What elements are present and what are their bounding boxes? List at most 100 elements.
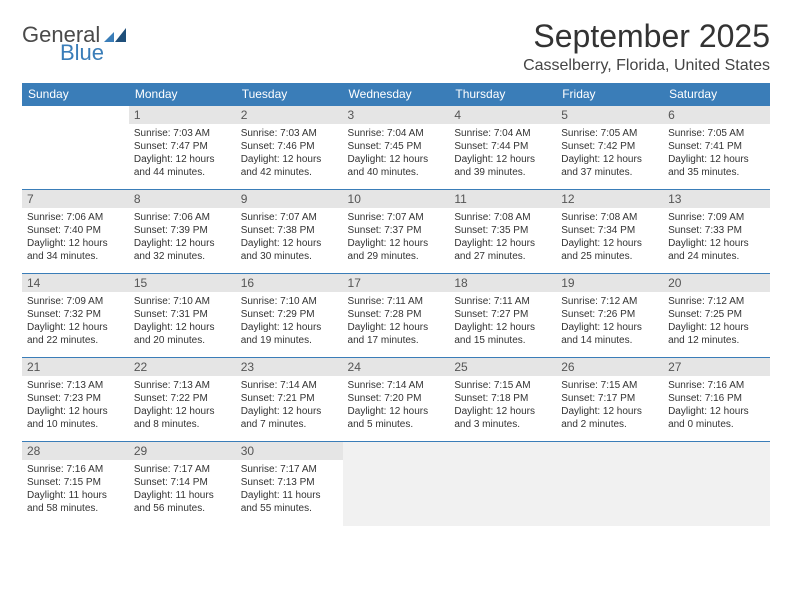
- daylight-text: Daylight: 12 hours: [134, 237, 231, 250]
- day-number: 17: [343, 274, 450, 292]
- sunset-text: Sunset: 7:35 PM: [454, 224, 551, 237]
- daylight-text: and 24 minutes.: [668, 250, 765, 263]
- day-number: 9: [236, 190, 343, 208]
- daylight-text: Daylight: 12 hours: [348, 153, 445, 166]
- day-number: 5: [556, 106, 663, 124]
- sunset-text: Sunset: 7:20 PM: [348, 392, 445, 405]
- calendar-day-cell: [556, 442, 663, 526]
- calendar-day-cell: 18Sunrise: 7:11 AMSunset: 7:27 PMDayligh…: [449, 274, 556, 358]
- daylight-text: and 17 minutes.: [348, 334, 445, 347]
- daylight-text: and 37 minutes.: [561, 166, 658, 179]
- sunrise-text: Sunrise: 7:16 AM: [668, 379, 765, 392]
- daylight-text: Daylight: 12 hours: [668, 237, 765, 250]
- daylight-text: Daylight: 12 hours: [561, 321, 658, 334]
- daylight-text: and 2 minutes.: [561, 418, 658, 431]
- calendar-day-cell: 25Sunrise: 7:15 AMSunset: 7:18 PMDayligh…: [449, 358, 556, 442]
- sunrise-text: Sunrise: 7:09 AM: [27, 295, 124, 308]
- sunset-text: Sunset: 7:37 PM: [348, 224, 445, 237]
- day-number: 3: [343, 106, 450, 124]
- calendar-day-cell: 7Sunrise: 7:06 AMSunset: 7:40 PMDaylight…: [22, 190, 129, 274]
- sunrise-text: Sunrise: 7:10 AM: [241, 295, 338, 308]
- calendar-day-cell: 23Sunrise: 7:14 AMSunset: 7:21 PMDayligh…: [236, 358, 343, 442]
- calendar-week-row: 1Sunrise: 7:03 AMSunset: 7:47 PMDaylight…: [22, 106, 770, 190]
- header: General Blue September 2025 Casselberry,…: [22, 18, 770, 75]
- sunset-text: Sunset: 7:34 PM: [561, 224, 658, 237]
- calendar-day-cell: 9Sunrise: 7:07 AMSunset: 7:38 PMDaylight…: [236, 190, 343, 274]
- calendar-day-cell: 16Sunrise: 7:10 AMSunset: 7:29 PMDayligh…: [236, 274, 343, 358]
- sunrise-text: Sunrise: 7:04 AM: [348, 127, 445, 140]
- sunset-text: Sunset: 7:17 PM: [561, 392, 658, 405]
- daylight-text: Daylight: 12 hours: [27, 321, 124, 334]
- sunset-text: Sunset: 7:41 PM: [668, 140, 765, 153]
- daylight-text: and 7 minutes.: [241, 418, 338, 431]
- sunset-text: Sunset: 7:27 PM: [454, 308, 551, 321]
- sunset-text: Sunset: 7:44 PM: [454, 140, 551, 153]
- daylight-text: and 42 minutes.: [241, 166, 338, 179]
- daylight-text: Daylight: 12 hours: [134, 153, 231, 166]
- daylight-text: and 12 minutes.: [668, 334, 765, 347]
- sunrise-text: Sunrise: 7:13 AM: [134, 379, 231, 392]
- sunset-text: Sunset: 7:16 PM: [668, 392, 765, 405]
- sunrise-text: Sunrise: 7:09 AM: [668, 211, 765, 224]
- calendar-day-cell: 28Sunrise: 7:16 AMSunset: 7:15 PMDayligh…: [22, 442, 129, 526]
- sunset-text: Sunset: 7:28 PM: [348, 308, 445, 321]
- daylight-text: Daylight: 12 hours: [348, 405, 445, 418]
- sunset-text: Sunset: 7:39 PM: [134, 224, 231, 237]
- day-number: 26: [556, 358, 663, 376]
- sunrise-text: Sunrise: 7:17 AM: [134, 463, 231, 476]
- daylight-text: and 10 minutes.: [27, 418, 124, 431]
- calendar-day-cell: [663, 442, 770, 526]
- daylight-text: and 14 minutes.: [561, 334, 658, 347]
- daylight-text: Daylight: 12 hours: [668, 321, 765, 334]
- sunset-text: Sunset: 7:31 PM: [134, 308, 231, 321]
- daylight-text: and 29 minutes.: [348, 250, 445, 263]
- sunrise-text: Sunrise: 7:17 AM: [241, 463, 338, 476]
- weekday-header-row: Sunday Monday Tuesday Wednesday Thursday…: [22, 83, 770, 106]
- sunset-text: Sunset: 7:33 PM: [668, 224, 765, 237]
- day-number: 8: [129, 190, 236, 208]
- sunset-text: Sunset: 7:42 PM: [561, 140, 658, 153]
- sunset-text: Sunset: 7:32 PM: [27, 308, 124, 321]
- daylight-text: and 20 minutes.: [134, 334, 231, 347]
- calendar-day-cell: 8 Sunrise: 7:06 AMSunset: 7:39 PMDaylight…: [129, 190, 236, 274]
- day-number: 21: [22, 358, 129, 376]
- sunset-text: Sunset: 7:40 PM: [27, 224, 124, 237]
- daylight-text: Daylight: 12 hours: [348, 321, 445, 334]
- sunrise-text: Sunrise: 7:07 AM: [348, 211, 445, 224]
- sunrise-text: Sunrise: 7:08 AM: [561, 211, 658, 224]
- calendar-day-cell: 10Sunrise: 7:07 AMSunset: 7:37 PMDayligh…: [343, 190, 450, 274]
- sunrise-text: Sunrise: 7:06 AM: [134, 211, 231, 224]
- daylight-text: Daylight: 12 hours: [454, 405, 551, 418]
- calendar-day-cell: 1Sunrise: 7:03 AMSunset: 7:47 PMDaylight…: [129, 106, 236, 190]
- daylight-text: Daylight: 12 hours: [561, 237, 658, 250]
- weekday-header: Wednesday: [343, 83, 450, 106]
- calendar-week-row: 7Sunrise: 7:06 AMSunset: 7:40 PMDaylight…: [22, 190, 770, 274]
- day-number: 4: [449, 106, 556, 124]
- sunrise-text: Sunrise: 7:05 AM: [668, 127, 765, 140]
- daylight-text: Daylight: 12 hours: [561, 405, 658, 418]
- daylight-text: and 0 minutes.: [668, 418, 765, 431]
- day-number: 13: [663, 190, 770, 208]
- sunrise-text: Sunrise: 7:03 AM: [134, 127, 231, 140]
- logo-mark-icon: [104, 22, 126, 47]
- sunset-text: Sunset: 7:21 PM: [241, 392, 338, 405]
- daylight-text: Daylight: 12 hours: [27, 405, 124, 418]
- sunrise-text: Sunrise: 7:11 AM: [454, 295, 551, 308]
- sunrise-text: Sunrise: 7:11 AM: [348, 295, 445, 308]
- sunrise-text: Sunrise: 7:05 AM: [561, 127, 658, 140]
- daylight-text: and 39 minutes.: [454, 166, 551, 179]
- daylight-text: Daylight: 12 hours: [668, 405, 765, 418]
- daylight-text: and 8 minutes.: [134, 418, 231, 431]
- daylight-text: Daylight: 11 hours: [27, 489, 124, 502]
- sunset-text: Sunset: 7:38 PM: [241, 224, 338, 237]
- calendar-week-row: 28Sunrise: 7:16 AMSunset: 7:15 PMDayligh…: [22, 442, 770, 526]
- daylight-text: and 55 minutes.: [241, 502, 338, 515]
- sunrise-text: Sunrise: 7:06 AM: [27, 211, 124, 224]
- calendar-day-cell: 14 Sunrise: 7:09 AMSunset: 7:32 PMDayligh…: [22, 274, 129, 358]
- daylight-text: and 40 minutes.: [348, 166, 445, 179]
- day-number: 14: [22, 274, 129, 292]
- sunrise-text: Sunrise: 7:14 AM: [348, 379, 445, 392]
- daylight-text: and 25 minutes.: [561, 250, 658, 263]
- sunrise-text: Sunrise: 7:04 AM: [454, 127, 551, 140]
- sunrise-text: Sunrise: 7:13 AM: [27, 379, 124, 392]
